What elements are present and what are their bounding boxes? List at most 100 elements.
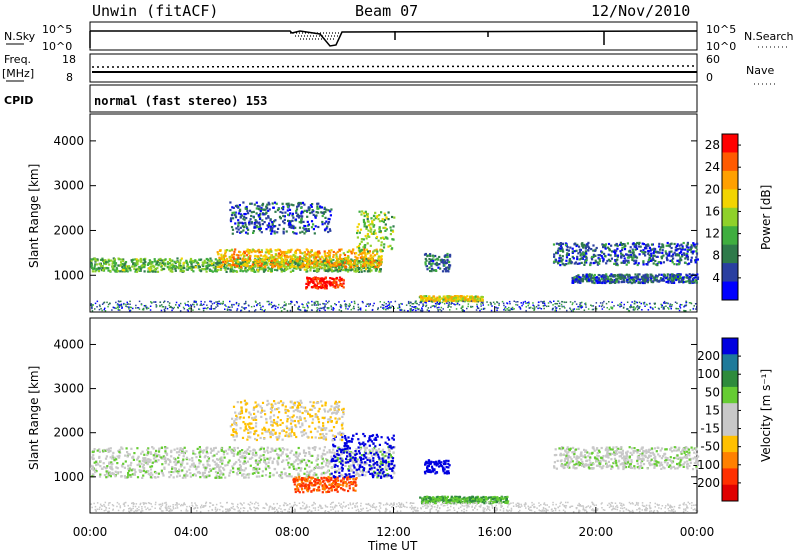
power-cell [353,307,355,310]
power-cell [324,309,326,312]
power-cell [374,265,377,268]
power-cell [336,268,339,271]
power-cell [394,300,397,303]
power-cell [310,254,313,257]
velocity-cell [292,467,296,470]
velocity-cell [369,450,372,453]
velocity-cell [114,470,117,473]
power-cell [618,275,622,278]
power-cell [387,245,390,248]
power-cell [224,308,226,310]
power-cell [335,265,338,268]
power-cell [692,308,695,310]
power-cell [648,257,651,260]
power-cell [284,262,288,265]
power-cell [490,303,492,306]
power-cell [261,309,263,311]
power-cell [368,263,372,266]
power-cell [668,254,671,257]
power-cell [458,304,461,306]
power-cell [186,263,189,266]
power-cell [313,265,316,268]
power-cell [446,266,449,269]
power-cell [301,260,304,263]
power-cell [234,204,238,208]
velocity-cell [241,449,244,452]
power-cell [114,262,118,265]
power-cell [438,300,441,303]
power-cell [610,281,613,284]
power-cell [686,250,689,253]
power-cell [307,224,310,227]
power-cell [625,259,628,262]
power-cell [609,278,612,281]
power-cell [302,306,304,308]
velocity-cell [349,469,352,472]
power-cell [301,252,304,255]
power-cell [362,246,365,249]
power-cell [196,303,198,305]
power-cell [277,267,280,270]
power-cell [325,258,329,261]
power-cell [343,261,346,264]
power-cell [220,255,223,258]
freq-label: Freq. [4,53,31,66]
power-cell [342,286,345,289]
power-cell [99,305,101,308]
power-cell [150,265,153,268]
power-cell [323,222,327,225]
power-cell [683,310,686,312]
power-cell [473,296,476,299]
power-cell [678,244,681,247]
power-cell [428,297,431,300]
power-cell [340,284,344,287]
power-cell [153,258,156,261]
power-cell [688,281,691,284]
power-cell [306,309,308,312]
power-cell [280,270,283,273]
power-cell [640,302,642,305]
power-cell [284,256,287,259]
power-cell [329,284,332,287]
power-cell [662,254,665,257]
power-cell [675,307,678,310]
nave-label: Nave [746,64,774,77]
power-cell [683,253,686,256]
power-cell [326,260,329,263]
date-title: 12/Nov/2010 [591,2,690,20]
power-cell [584,244,587,247]
velocity-cell [220,456,223,459]
power-cell [601,308,604,310]
power-cell [353,260,356,263]
power-cell [353,305,355,308]
power-cell [297,205,300,208]
power-cell [572,308,574,311]
power-cell [287,202,290,205]
power-cell [672,280,675,283]
power-cell [340,278,343,281]
power-cell [121,268,125,272]
power-cell [695,250,698,253]
power-cell [369,244,372,247]
power-cell [435,305,437,307]
power-cell [567,253,570,256]
power-cell [616,254,620,257]
power-cell [200,304,202,306]
power-cell [206,304,208,306]
power-cell [306,276,309,279]
power-cell [204,261,207,264]
velocity-cell [217,458,220,461]
power-cell [164,258,167,261]
power-cell [205,257,208,261]
power-cell [626,256,629,259]
power-cell [649,306,652,308]
power-cell [289,223,292,226]
power-cell [103,301,106,304]
power-cell [628,249,631,252]
power-cell [424,261,427,264]
power-cell [226,249,229,252]
power-cell [285,254,288,258]
power-cell [624,244,627,248]
power-cell [660,273,663,276]
velocity-cell [341,474,344,477]
